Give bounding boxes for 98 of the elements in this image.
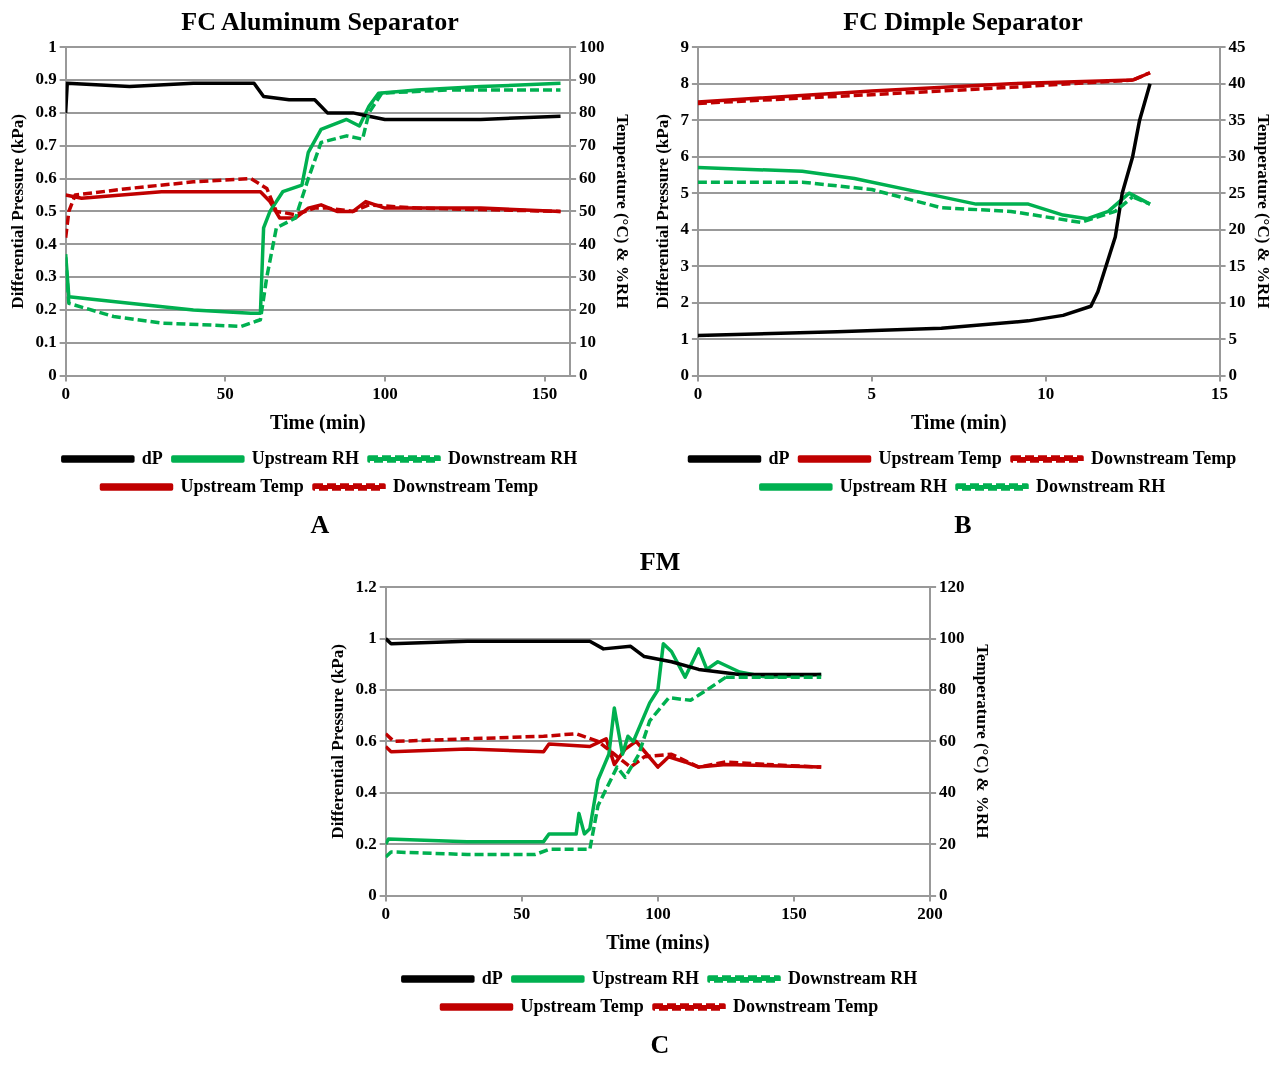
legend-label: Downstream Temp — [1091, 447, 1237, 468]
y2-tick-label: 120 — [939, 576, 965, 596]
y2-tick-label: 70 — [579, 135, 597, 155]
y2-tick-label: 30 — [579, 266, 597, 286]
y2-tick-label: 40 — [939, 782, 957, 802]
x-tick-label: 5 — [867, 384, 877, 404]
y2-tick-label: 40 — [579, 233, 597, 253]
x-tick-label: 150 — [781, 904, 807, 924]
y-tick-label: 7 — [680, 109, 690, 129]
y2-tick-label: 5 — [1228, 328, 1238, 348]
legend-label: Upstream Temp — [180, 475, 304, 496]
legend-label: dP — [481, 967, 503, 988]
y2-tick-label: 80 — [939, 679, 957, 699]
y-tick-label: 0 — [48, 364, 57, 384]
y2-tick-label: 80 — [579, 102, 597, 122]
x-tick-label: 50 — [216, 384, 234, 404]
y2-tick-label: 100 — [579, 36, 605, 56]
x-tick-label: 0 — [381, 904, 390, 924]
y-tick-label: 4 — [680, 219, 690, 239]
y2-tick-label: 20 — [939, 833, 957, 853]
y-tick-label: 0.7 — [35, 135, 58, 155]
legend-label: Downstream Temp — [393, 475, 539, 496]
x-tick-label: 100 — [645, 904, 671, 924]
y-tick-label: 0.4 — [35, 233, 58, 253]
y2-tick-label: 20 — [579, 299, 597, 319]
y2-tick-label: 35 — [1228, 109, 1246, 129]
legend-label: Upstream Temp — [520, 995, 644, 1016]
y2-axis-title: Temperature (°C) & %RH — [973, 644, 993, 839]
x-axis-title: Time (min) — [910, 411, 1007, 435]
y-tick-label: 0.4 — [355, 782, 378, 802]
y-tick-label: 1 — [368, 627, 377, 647]
y-tick-label: 0.2 — [355, 833, 377, 853]
y2-tick-label: 20 — [1228, 219, 1246, 239]
y-tick-label: 3 — [680, 255, 689, 275]
y-tick-label: 9 — [680, 36, 689, 56]
chart-title: FC Dimple Separator — [843, 7, 1083, 37]
x-tick-label: 150 — [531, 384, 558, 404]
x-tick-label: 10 — [1037, 384, 1055, 404]
y2-tick-label: 15 — [1228, 255, 1246, 275]
x-tick-label: 100 — [372, 384, 398, 404]
y2-tick-label: 45 — [1228, 36, 1246, 56]
legend-label: dP — [768, 447, 790, 468]
y2-axis-title: Temperature (°C) & %RH — [1254, 114, 1274, 309]
legend-label: Downstream Temp — [733, 995, 879, 1016]
legend-label: Downstream RH — [788, 967, 918, 988]
y-tick-label: 8 — [680, 73, 689, 93]
legend-label: Upstream RH — [839, 475, 947, 496]
y-tick-label: 0.5 — [35, 200, 57, 220]
y-tick-label: 0 — [680, 364, 689, 384]
y2-tick-label: 30 — [1228, 146, 1246, 166]
text: B — [953, 510, 973, 540]
y-tick-label: 1.2 — [355, 576, 377, 596]
legend-label: Downstream RH — [1036, 475, 1166, 496]
legend-label: dP — [141, 447, 163, 468]
y-tick-label: 0.2 — [35, 299, 57, 319]
y-tick-label: 0.9 — [35, 69, 57, 89]
legend-label: Downstream RH — [448, 447, 578, 468]
y-axis-title: Differential Pressure (kPa) — [7, 114, 27, 309]
x-axis-title: Time (min) — [270, 411, 366, 435]
y-tick-label: 1 — [680, 328, 689, 348]
text: C — [649, 1030, 671, 1060]
legend-label: Upstream Temp — [878, 447, 1002, 468]
chart-title: FM — [639, 547, 681, 577]
y-axis-title: Differential Pressure (kPa) — [327, 644, 347, 839]
legend-label: Upstream RH — [591, 967, 699, 988]
y-tick-label: 0.8 — [355, 679, 377, 699]
y-tick-label: 1 — [48, 36, 57, 56]
y-tick-label: 0.8 — [35, 102, 57, 122]
y2-tick-label: 40 — [1228, 73, 1246, 93]
x-tick-label: 200 — [917, 904, 943, 924]
y2-tick-label: 0 — [1228, 364, 1238, 384]
y-tick-label: 5 — [680, 182, 689, 202]
y-tick-label: 0.1 — [35, 332, 57, 352]
y2-tick-label: 0 — [579, 364, 588, 384]
y2-tick-label: 0 — [939, 884, 948, 904]
y2-tick-label: 10 — [1228, 292, 1246, 312]
legend-label: Upstream RH — [251, 447, 359, 468]
chart-title: FC Aluminum Separator — [181, 7, 459, 37]
x-axis-title: Time (mins) — [606, 931, 710, 955]
y2-tick-label: 25 — [1228, 182, 1246, 202]
y-tick-label: 0.6 — [35, 167, 57, 187]
y-tick-label: 2 — [680, 292, 689, 312]
y-tick-label: 0.6 — [355, 730, 377, 750]
y-axis-title: Differential Pressure (kPa) — [652, 114, 672, 309]
x-tick-label: 50 — [513, 904, 531, 924]
y2-tick-label: 50 — [579, 200, 597, 220]
y-tick-label: 0.3 — [35, 266, 57, 286]
y2-axis-title: Temperature (°C) & %RH — [613, 114, 633, 309]
y2-tick-label: 90 — [579, 69, 597, 89]
x-tick-label: 0 — [693, 384, 703, 404]
y2-tick-label: 100 — [939, 627, 965, 647]
text: A — [309, 510, 331, 540]
y2-tick-label: 60 — [579, 167, 597, 187]
x-tick-label: 15 — [1211, 384, 1229, 404]
y2-tick-label: 10 — [579, 332, 597, 352]
y2-tick-label: 60 — [939, 730, 957, 750]
y-tick-label: 0 — [368, 884, 377, 904]
y-tick-label: 6 — [680, 146, 689, 166]
